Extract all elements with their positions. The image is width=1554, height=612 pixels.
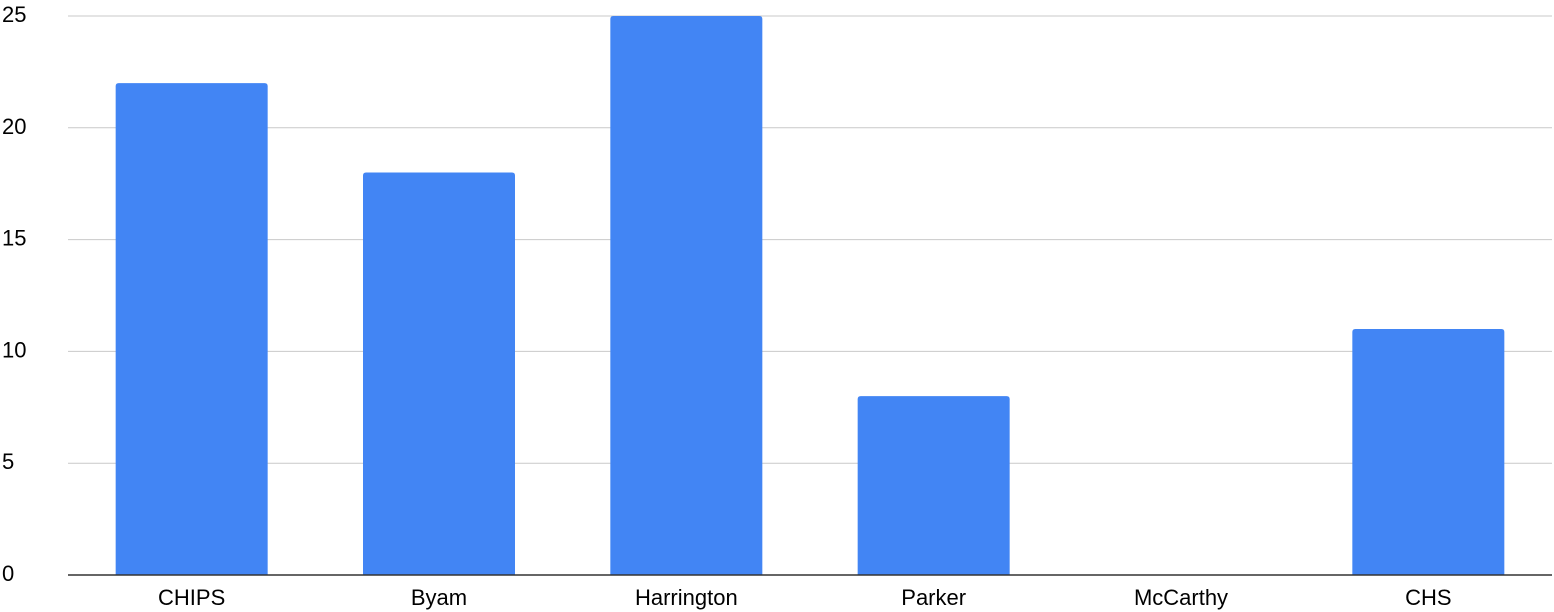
y-tick-label: 25 [2,2,26,27]
gridlines [68,15,1552,464]
bar-parker [857,396,1010,575]
y-tick-label: 5 [2,449,14,474]
x-category-label: Parker [901,585,966,610]
bar-harrington [610,16,763,575]
x-category-label: Byam [411,585,467,610]
y-tick-label: 0 [2,561,14,586]
y-axis-ticks: 0 5 10 15 20 25 [2,2,26,586]
x-axis-labels: CHIPS Byam Harrington Parker McCarthy CHS [158,585,1452,610]
bars [115,16,1505,575]
x-category-label: CHS [1405,585,1451,610]
bar-chs [1352,329,1505,575]
x-category-label: McCarthy [1134,585,1228,610]
x-category-label: CHIPS [158,585,225,610]
bar-chips [115,83,268,575]
y-tick-label: 15 [2,226,26,251]
y-tick-label: 20 [2,114,26,139]
x-category-label: Harrington [635,585,738,610]
y-tick-label: 10 [2,337,26,362]
bar-byam [363,172,515,575]
